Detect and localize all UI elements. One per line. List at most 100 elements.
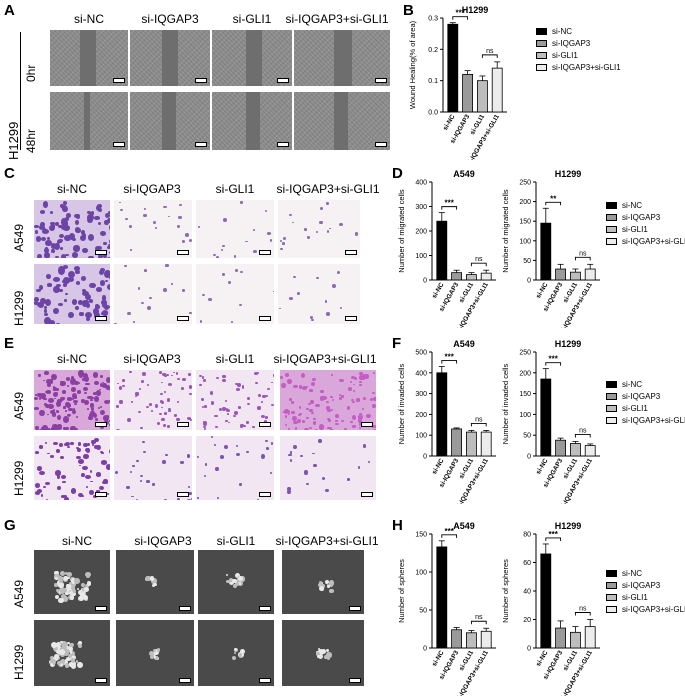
chart-d-h1299-ns-label: ns [579,250,587,257]
cell-dot [257,393,262,397]
cell-dot [83,372,89,379]
col-header-si-nc: si-NC [62,534,92,548]
cell-dot [114,322,117,324]
chart-f-h1299-bar-1 [555,439,566,457]
cell-dot [65,402,70,408]
cell-dot [53,391,58,397]
row-label-h1299: H1299 [12,290,26,326]
cell-dot [86,211,91,215]
cell-dot [303,470,308,475]
cell-dot [261,401,264,404]
cell-dot [116,405,119,408]
cell-dot [60,381,66,387]
chart-d-h1299-ns-bracket [574,256,591,261]
legend-label-combo: si-IQGAP3+si-GLI1 [622,604,685,614]
cell-dot [98,222,102,226]
cell-dot [86,408,89,410]
chart-d-a549-ytick-label: 0 [423,278,427,285]
cell-dot [99,269,105,275]
cell-dot [99,388,102,391]
cell-dot [67,384,70,387]
cell-dot [352,424,357,428]
image-a-48hr-si-iqgap3 [130,92,210,150]
cell-dot [45,441,48,444]
chart-d-h1299-migration: H1299 Number of migrated cells 0 50 100 150 20… [501,169,600,328]
cell-dot [168,216,171,218]
chart-f-a549-title: A549 [453,339,475,349]
cell-dot [105,464,110,471]
cell-dot [211,436,214,439]
cell-dot [114,471,118,474]
cell-dot [162,373,166,376]
chart-d-a549-bar-3 [480,272,492,281]
cell-dot [70,375,75,380]
cell-dot [326,312,331,317]
sphere-cell [55,647,58,650]
cell-dot [298,384,303,389]
cell-dot [154,226,158,229]
cell-dot [97,407,100,410]
cell-dot [305,482,309,485]
cell-dot [270,442,274,445]
cell-dot [325,488,329,492]
cell-dot [208,297,212,301]
chart-d-h1299-bar-2 [570,271,581,281]
cell-dot [199,320,203,324]
cell-dot [57,486,61,491]
cell-dot [284,409,290,415]
cell-dot [121,379,126,382]
cell-dot [315,276,319,280]
cell-dot [322,395,327,400]
cell-dot [127,311,131,316]
cell-dot [42,379,45,382]
sphere-cell [56,588,60,593]
cell-dot [106,245,110,250]
cell-dot [46,389,51,394]
chart-b-category-label: si-NC [442,113,457,131]
cell-dot [358,413,362,416]
cell-dot [328,227,332,230]
cell-dot [331,283,336,288]
cell-dot [186,454,191,459]
cell-dot [39,470,46,476]
cell-dot [80,472,86,477]
cell-dot [221,244,225,247]
cell-dot [327,419,332,423]
cell-dot [319,396,325,402]
cell-dot [88,489,94,496]
panel-label-b: B [403,2,414,19]
cell-dot [34,451,40,455]
sphere-cell [318,582,323,587]
cell-dot [306,417,310,420]
cell-dot [288,398,292,401]
cell-dot [186,499,191,500]
sphere-cell [319,587,324,592]
cell-dot [45,427,51,430]
sphere-cell [59,649,65,655]
cell-dot [37,393,42,398]
cell-dot [313,421,316,425]
legend-swatch-si-gli1 [606,593,617,601]
sphere-cell [153,649,157,653]
sphere-cell [234,573,240,579]
cell-dot [43,397,48,401]
chart-f-h1299-ns-bracket [574,433,591,438]
cell-dot [49,210,53,214]
cell-dot [202,379,206,383]
legend-swatch-combo [536,63,547,71]
cell-dot [61,280,66,284]
cell-dot [335,419,338,423]
cell-dot [76,448,81,453]
panel-label-h: H [392,517,403,534]
cell-dot [239,270,243,274]
sphere-cell [50,662,54,666]
sphere-cell [67,641,70,645]
chart-b-ns-bracket [481,54,498,58]
row-label-48hr: 48hr [24,128,38,153]
chart-d-a549-ns-label: ns [475,256,483,263]
chart-h-a549-ylabel: Number of spheres [397,559,406,623]
cell-dot [176,400,180,403]
cell-dot [170,283,174,285]
cell-dot [138,410,142,413]
chart-f-a549-ylabel: Number of invaded cells [397,364,406,445]
